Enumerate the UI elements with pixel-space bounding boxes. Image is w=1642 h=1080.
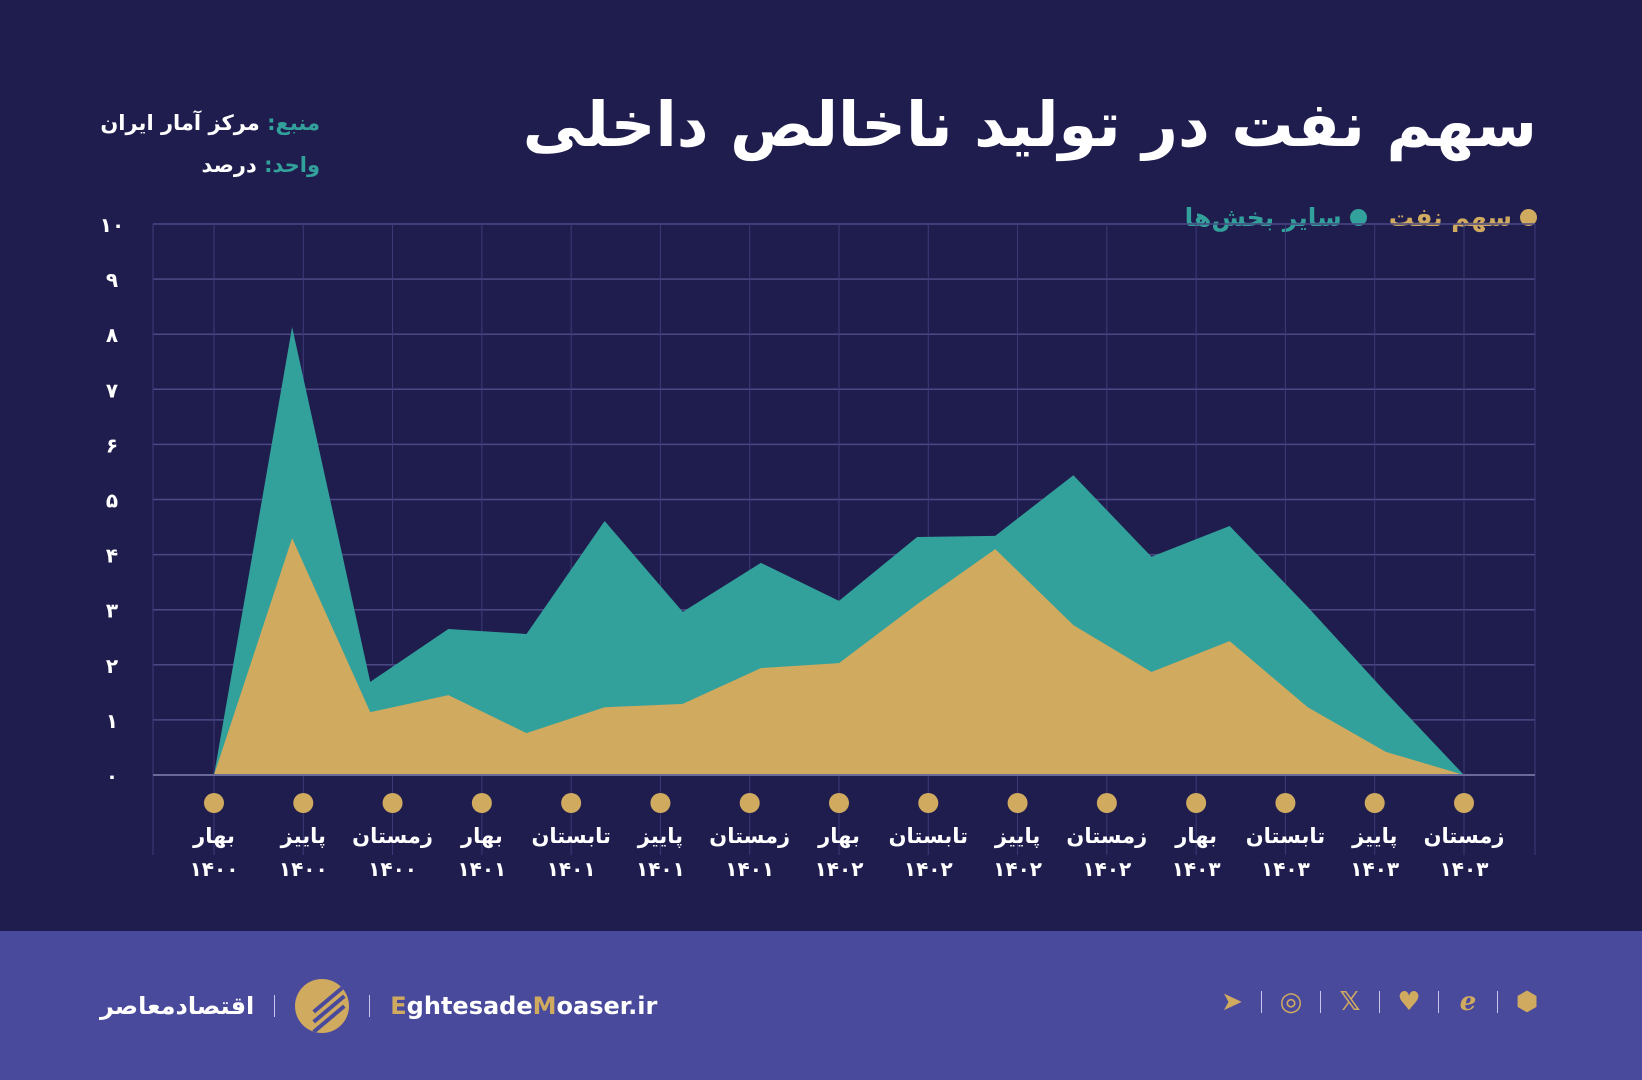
category-dot: [382, 793, 403, 813]
x-tick-year: ۱۴۰۲: [1082, 857, 1131, 881]
y-tick-label: ۹: [106, 268, 118, 292]
x-tick-year: ۱۴۰۲: [815, 857, 864, 881]
x-tick-year: ۱۴۰۱: [457, 857, 506, 881]
category-dot: [918, 793, 939, 813]
divider: [369, 995, 371, 1017]
category-dot: [561, 793, 582, 813]
x-tick-year: ۱۴۰۱: [725, 857, 774, 881]
instagram-icon[interactable]: ◎: [1279, 987, 1303, 1017]
x-icon[interactable]: 𝕏: [1339, 987, 1361, 1017]
chart-meta: منبع: مرکز آمار ایران واحد: درصد: [100, 102, 320, 186]
x-tick-year: ۱۴۰۳: [1172, 857, 1221, 881]
category-dot: [204, 793, 224, 813]
y-tick-label: ۳: [106, 599, 118, 623]
x-tick-season: تابستان: [889, 824, 968, 848]
logo-icon: [295, 979, 350, 1033]
y-tick-label: ۲: [106, 654, 118, 678]
unit-line: واحد: درصد: [100, 144, 320, 186]
x-tick-season: زمستان: [1066, 824, 1147, 848]
category-dot: [829, 793, 849, 813]
y-tick-label: ۶: [106, 433, 118, 457]
legend-item-other: سایر بخش‌ها: [1185, 203, 1367, 232]
x-tick-year: ۱۴۰۱: [547, 857, 596, 881]
legend-dot-other: [1349, 209, 1367, 226]
x-tick-season: پاییز: [637, 824, 683, 848]
category-dot: [1364, 793, 1385, 813]
category-dot: [650, 793, 671, 813]
x-tick-year: ۱۴۰۲: [993, 857, 1042, 881]
legend-label-oil: سهم نفت: [1388, 203, 1512, 232]
legend-dot-oil: [1520, 209, 1537, 226]
category-dot: [1275, 793, 1296, 813]
unit-label: واحد:: [264, 153, 320, 177]
category-dot: [471, 793, 492, 813]
x-tick-year: ۱۴۰۰: [279, 857, 328, 881]
x-tick-season: بهار: [192, 824, 235, 848]
unit-value: درصد: [201, 153, 257, 177]
y-tick-label: ۸: [106, 323, 118, 347]
x-tick-season: زمستان: [352, 824, 433, 848]
x-tick-year: ۱۴۰۲: [904, 857, 953, 881]
x-tick-season: پاییز: [994, 824, 1040, 848]
x-tick-season: بهار: [460, 824, 503, 848]
x-tick-year: ۱۴۰۳: [1261, 857, 1310, 881]
x-tick-season: پاییز: [280, 824, 326, 848]
social-icons: ➤ ◎ 𝕏 ♥ ℯ ⬢: [1217, 987, 1542, 1017]
legend-label-other: سایر بخش‌ها: [1184, 203, 1342, 232]
x-tick-season: زمستان: [1424, 824, 1505, 848]
page-title: سهم نفت در تولید ناخالص داخلی: [522, 88, 1539, 161]
x-tick-year: ۱۴۰۰: [368, 857, 417, 881]
telegram-icon[interactable]: ➤: [1221, 987, 1243, 1017]
brand: اقتصادمعاصر EghtesadeMoaser.ir: [100, 979, 657, 1033]
area-other-sectors: [214, 327, 1464, 775]
x-tick-season: تابستان: [1246, 824, 1325, 848]
category-dot: [1007, 793, 1028, 813]
category-dot: [293, 793, 314, 813]
area-oil-share: [214, 538, 1464, 775]
y-tick-label: ۷: [106, 378, 118, 402]
y-tick-label: ۴: [106, 544, 118, 568]
legend-item-oil: سهم نفت: [1389, 203, 1537, 232]
category-dot: [1454, 793, 1474, 813]
footer: اقتصادمعاصر EghtesadeMoaser.ir ➤ ◎ 𝕏 ♥ ℯ…: [0, 931, 1642, 1080]
x-tick-year: ۱۴۰۳: [1350, 857, 1399, 881]
heart-check-icon[interactable]: ♥: [1397, 987, 1421, 1017]
y-tick-label: ۱: [106, 709, 118, 733]
y-tick-label: ۱۰: [100, 213, 124, 237]
category-dot: [739, 793, 760, 813]
category-dot: [1096, 793, 1117, 813]
x-tick-season: تابستان: [531, 824, 610, 848]
y-tick-label: ۰: [106, 764, 118, 788]
x-tick-year: ۱۴۰۰: [190, 857, 239, 881]
source-value: مرکز آمار ایران: [100, 111, 260, 135]
area-chart: ۰ ۱ ۲ ۳ ۴ ۵ ۶ ۷ ۸ ۹ ۱۰ بهار ۱۴۰۰ پاییز ۱۴۰۰ زمستان ۱۴۰۰ ب…: [100, 213, 1536, 881]
source-label: منبع:: [267, 111, 320, 135]
x-tick-year: ۱۴۰۱: [636, 857, 685, 881]
x-tick-season: پاییز: [1351, 824, 1397, 848]
x-tick-year: ۱۴۰۳: [1440, 857, 1489, 881]
eitaa-icon[interactable]: ℯ: [1459, 987, 1477, 1017]
source-line: منبع: مرکز آمار ایران: [100, 102, 320, 144]
x-tick-season: زمستان: [709, 824, 790, 848]
legend: سهم نفت سایر بخش‌ها: [1185, 203, 1537, 232]
x-tick-season: بهار: [817, 824, 860, 848]
site-url[interactable]: EghtesadeMoaser.ir: [390, 992, 658, 1020]
category-dot: [1186, 793, 1207, 813]
brand-name-fa: اقتصادمعاصر: [100, 992, 255, 1020]
y-tick-label: ۵: [106, 489, 118, 513]
divider: [274, 995, 276, 1017]
rubika-icon[interactable]: ⬢: [1515, 987, 1539, 1017]
x-tick-season: بهار: [1174, 824, 1217, 848]
